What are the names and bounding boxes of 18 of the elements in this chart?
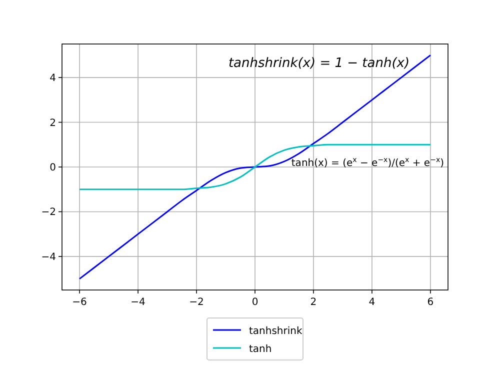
y-tick-label: 2 xyxy=(50,118,56,129)
line-series xyxy=(78,54,432,280)
x-tick-label: 2 xyxy=(310,297,317,308)
legend-label: tanh xyxy=(249,344,272,355)
line-series xyxy=(78,144,432,190)
y-tick-label: −4 xyxy=(41,252,56,263)
y-tick-label: 4 xyxy=(50,73,56,84)
x-tick-label: −4 xyxy=(130,297,146,308)
annotation: tanhshrink(x) = 1 − tanh(x) xyxy=(228,56,410,71)
y-tick-label: 0 xyxy=(50,162,56,174)
x-tick-label: 6 xyxy=(427,297,434,308)
y-tick-label: −2 xyxy=(41,207,56,218)
legend-label: tanhshrink xyxy=(249,326,302,337)
x-tick-label: −6 xyxy=(72,297,87,308)
x-tick-label: 4 xyxy=(368,297,376,308)
x-tick-label: 0 xyxy=(252,297,258,308)
x-tick-label: −2 xyxy=(189,297,204,308)
text: tanh(x) = (e$^{x}$ − e$^{−x}$)/(e$^{x}$ + e$^{−x}$) xyxy=(291,156,444,169)
